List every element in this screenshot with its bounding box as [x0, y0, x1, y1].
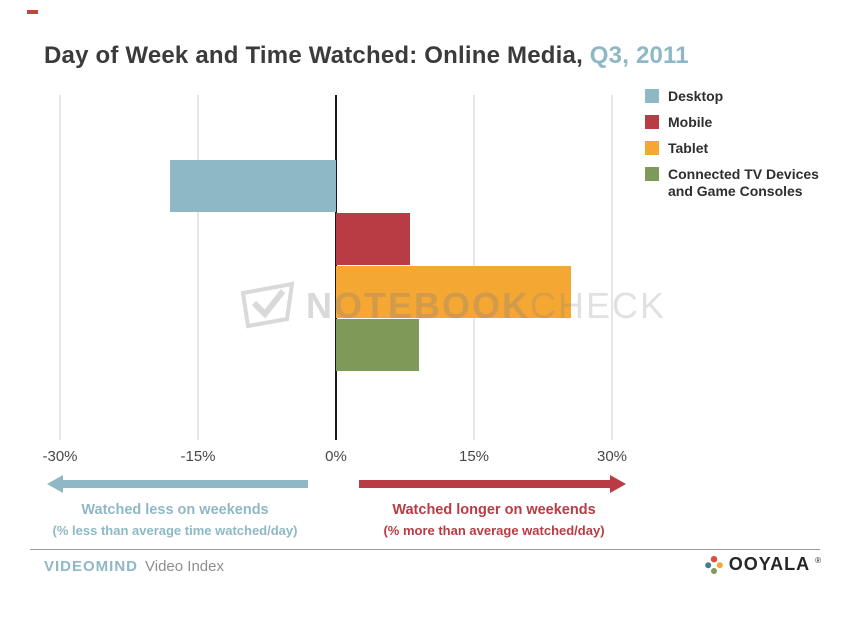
ooyala-logo: OOYALA ® — [704, 554, 821, 575]
legend-swatch — [645, 89, 659, 103]
page-title-main: Day of Week and Time Watched: Online Med… — [44, 42, 583, 69]
page-title: Day of Week and Time Watched: Online Med… — [44, 42, 689, 70]
right-annotation-line1: Watched longer on weekends — [392, 502, 596, 518]
legend-label: Mobile — [668, 114, 713, 131]
legend-swatch — [645, 167, 659, 182]
legend-item: Tablet — [645, 140, 845, 157]
left-annotation-line1: Watched less on weekends — [81, 502, 269, 518]
ooyala-dots-icon — [704, 555, 723, 574]
gridline — [59, 95, 61, 440]
legend-item: Connected TV Devices and Game Consoles — [645, 166, 845, 200]
right-arrow — [359, 475, 626, 493]
x-tick-label: 15% — [458, 448, 490, 465]
legend-swatch — [645, 141, 659, 156]
right-arrow-shaft — [359, 480, 612, 488]
right-arrow-head — [610, 475, 626, 493]
footer-brand-block: VIDEOMIND Video Index — [44, 558, 224, 575]
legend-label: Connected TV Devices and Game Consoles — [668, 166, 819, 200]
right-annotation-line2: (% more than average watched/day) — [383, 522, 605, 538]
video-index-label: Video Index — [145, 558, 224, 575]
bar-desktop — [170, 160, 336, 212]
x-tick-label: -30% — [42, 448, 78, 465]
left-arrow-head — [47, 475, 63, 493]
left-annotation: Watched less on weekends (% less than av… — [12, 501, 338, 540]
legend: Desktop Mobile Tablet Connected TV Devices … — [645, 88, 845, 209]
plot-area — [59, 95, 613, 440]
right-annotation: Watched longer on weekends (% more than … — [344, 501, 644, 540]
x-axis: -30% -15% 0% 15% 30% — [42, 448, 627, 468]
legend-label: Tablet — [668, 140, 709, 157]
bar-mobile — [336, 213, 410, 265]
left-arrow — [47, 475, 308, 493]
left-annotation-line2: (% less than average time watched/day) — [52, 522, 298, 538]
footer-divider — [30, 549, 820, 550]
gridline — [197, 95, 199, 440]
ooyala-wordmark: OOYALA — [728, 554, 811, 574]
bar-tablet — [336, 266, 571, 318]
x-tick-label: -15% — [180, 448, 216, 465]
left-arrow-shaft — [61, 480, 308, 488]
legend-item: Desktop — [645, 88, 845, 105]
x-tick-label: 30% — [596, 448, 628, 465]
legend-label: Desktop — [668, 88, 724, 104]
bar-connected — [336, 319, 419, 371]
legend-swatch — [645, 115, 659, 130]
registered-mark: ® — [815, 556, 821, 565]
stray-red-mark — [27, 10, 38, 14]
videomind-brand: VIDEOMIND — [44, 558, 139, 575]
gridline — [611, 95, 613, 440]
x-tick-label: 0% — [325, 448, 347, 465]
legend-item: Mobile — [645, 114, 845, 131]
page-title-period: Q3, 2011 — [582, 42, 689, 69]
